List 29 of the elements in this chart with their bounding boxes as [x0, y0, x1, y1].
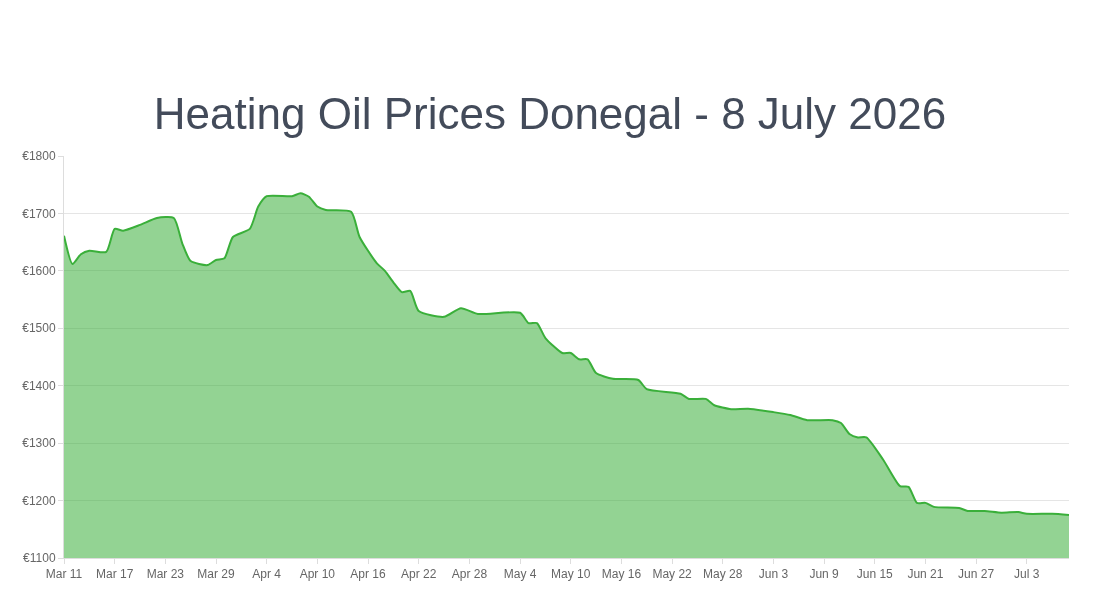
x-tick-label: Mar 11: [45, 567, 83, 582]
y-tick-label: €1700: [22, 206, 56, 221]
x-tick-label: May 16: [601, 567, 642, 582]
y-tick-label: €1400: [22, 378, 56, 393]
x-tick-label: Mar 17: [95, 567, 134, 582]
x-tick-label: Mar 29: [197, 567, 236, 582]
chart-title: Heating Oil Prices Donegal - 8 July 2026: [153, 89, 947, 139]
x-tick-label: Apr 22: [401, 567, 437, 582]
x-tick-label: May 4: [503, 567, 537, 582]
y-tick-label: €1300: [22, 436, 56, 451]
x-tick-label: Apr 4: [252, 567, 282, 582]
x-tick-label: Mar 23: [146, 567, 185, 582]
x-tick-label: May 22: [652, 567, 693, 582]
x-tick-label: May 28: [703, 567, 743, 582]
y-tick-label: €1500: [22, 321, 56, 336]
x-tick-label: Apr 28: [451, 567, 488, 582]
x-tick-label: Jul 3: [1014, 567, 1040, 582]
y-tick-label: €1200: [22, 493, 56, 508]
x-tick-label: Jun 3: [758, 567, 789, 582]
y-tick-label: €1600: [22, 264, 56, 279]
x-tick-label: Jun 21: [907, 567, 944, 582]
x-tick-label: Apr 16: [350, 567, 387, 582]
x-tick-label: May 10: [551, 567, 591, 582]
x-tick-label: Apr 10: [299, 567, 336, 582]
y-tick-label: €1100: [23, 551, 56, 566]
x-tick-label: Jun 15: [856, 567, 894, 582]
x-tick-label: Jun 9: [809, 567, 840, 582]
x-tick-label: Jun 27: [958, 567, 995, 582]
y-tick-label: €1800: [22, 149, 56, 164]
